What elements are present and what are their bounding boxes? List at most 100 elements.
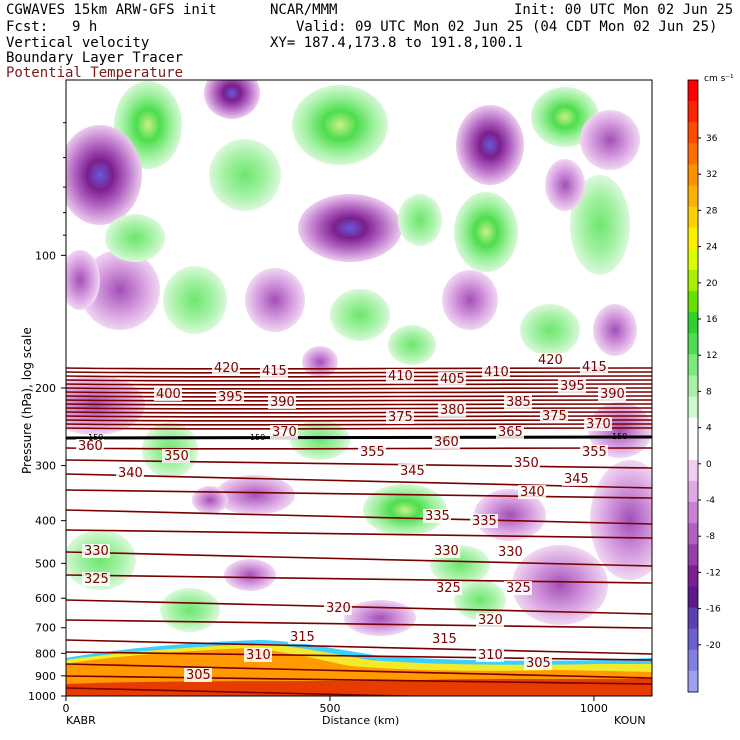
contour-label-bg: [518, 485, 546, 499]
theta-contour-label: 410: [388, 369, 413, 384]
colorbar-label: 12: [706, 351, 717, 361]
theta-contour-label: 325: [84, 572, 109, 587]
forecast-label: Fcst:: [6, 19, 49, 35]
theta-contour: [66, 403, 652, 406]
contour-label-bg: [482, 365, 510, 379]
velocity-blob: [456, 105, 524, 185]
colorbar-label: 24: [706, 243, 718, 253]
colorbar-swatch: [688, 586, 698, 609]
colorbar-swatch: [688, 523, 698, 545]
contour-label-bg: [434, 581, 462, 595]
contour-label-bg: [496, 425, 524, 439]
contour-label-bg: [398, 464, 426, 478]
variable-vertical-velocity: Vertical velocity: [6, 35, 150, 51]
theta-contour-label: 420: [538, 353, 563, 368]
theta-contour-label: 390: [270, 395, 295, 410]
contour-label-bg: [432, 544, 460, 558]
theta-contour-label: 395: [218, 390, 243, 405]
contour-label-bg: [512, 456, 540, 470]
colorbar-swatch: [688, 607, 698, 630]
theta-contour-label: 410: [484, 365, 509, 380]
theta-contour-label: 365: [498, 425, 523, 440]
velocity-blob: [66, 250, 100, 310]
contour-label-bg: [438, 372, 466, 386]
contour-label-bg: [432, 435, 460, 449]
velocity-blob: [163, 266, 227, 334]
colorbar-swatch: [688, 101, 698, 123]
colorbar-label: 16: [706, 315, 718, 325]
velocity-blob: [66, 125, 142, 225]
velocity-blob: [204, 80, 260, 119]
velocity-blob: [344, 600, 416, 636]
contour-label-bg: [524, 656, 552, 670]
colorbar-swatch: [688, 396, 698, 419]
contour-label-bg: [212, 361, 240, 375]
contour-label-bg: [216, 390, 244, 404]
colorbar-label: -8: [706, 532, 715, 542]
theta-contour-label: 315: [432, 632, 457, 647]
variable-potential-temperature: Potential Temperature: [6, 65, 184, 81]
theta-contour-label: 305: [526, 656, 551, 671]
contour-label-bg: [536, 353, 564, 367]
theta-contour: [66, 427, 652, 430]
velocity-blob: [298, 194, 402, 262]
y-tick-label: 600: [35, 592, 56, 605]
contour-label-bg: [504, 395, 532, 409]
velocity-blob: [160, 588, 220, 632]
pressure-150-line: [66, 435, 652, 440]
theta-contour-label: 330: [498, 545, 523, 560]
colorbar-swatch: [688, 227, 698, 250]
x-axis-label: Distance (km): [322, 714, 399, 727]
contour-label-bg: [438, 403, 466, 417]
theta-contour-label: 325: [436, 581, 461, 596]
theta-contour-label: 375: [542, 409, 567, 424]
colorbar-label: -12: [706, 568, 721, 578]
y-tick-label: 400: [35, 515, 56, 528]
colorbar-label: 36: [706, 134, 718, 144]
colorbar-swatch: [688, 312, 698, 334]
colorbar-swatch: [688, 122, 698, 144]
y-tick-label: 900: [35, 670, 56, 683]
velocity-blob: [388, 325, 436, 365]
velocity-blob: [209, 139, 281, 211]
contour-label-bg: [268, 395, 296, 409]
colorbar-swatch: [688, 459, 698, 482]
variable-boundary-layer-tracer: Boundary Layer Tracer: [6, 50, 184, 66]
velocity-blob: [520, 304, 580, 356]
colorbar-swatch: [688, 185, 698, 208]
vertical-velocity-field: [66, 80, 652, 696]
colorbar-swatch: [688, 544, 698, 566]
theta-contour-label: 355: [360, 445, 385, 460]
velocity-blob: [105, 214, 165, 262]
theta-contour-label: 320: [326, 601, 351, 616]
contour-label-bg: [260, 364, 288, 378]
colorbar: 36 32 28 24 20 16 12 8 4 0 -4 -8 -12 -16 -20: [687, 79, 721, 693]
theta-contour-label: 350: [514, 456, 539, 471]
colorbar-frame: [687, 79, 699, 693]
colorbar-swatch: [688, 80, 698, 102]
contour-label-bg: [496, 545, 524, 559]
theta-contour-label: 340: [118, 466, 143, 481]
colorbar-label: -16: [706, 605, 721, 615]
y-tick-label: 200: [35, 382, 56, 395]
contour-label-bg: [580, 445, 608, 459]
theta-contour: [66, 387, 652, 390]
contour-label-bg: [162, 449, 190, 463]
theta-contour-label: 370: [272, 425, 297, 440]
theta-contour: [66, 423, 652, 426]
velocity-blob: [442, 270, 498, 330]
contour-label-bg: [324, 601, 352, 615]
colorbar-label: 8: [706, 387, 712, 397]
colorbar-swatch: [688, 670, 698, 693]
colorbar-swatch: [688, 480, 698, 503]
contour-label-bg: [476, 613, 504, 627]
colorbar-swatch: [688, 649, 698, 672]
velocity-blob: [290, 420, 350, 460]
velocity-blob: [80, 250, 160, 330]
theta-contour: [66, 371, 652, 374]
contour-label-bg: [476, 648, 504, 662]
velocity-blob: [454, 192, 518, 272]
velocity-blob: [593, 304, 637, 356]
org-label: NCAR/MMM: [270, 2, 338, 18]
velocity-blob: [224, 559, 276, 591]
